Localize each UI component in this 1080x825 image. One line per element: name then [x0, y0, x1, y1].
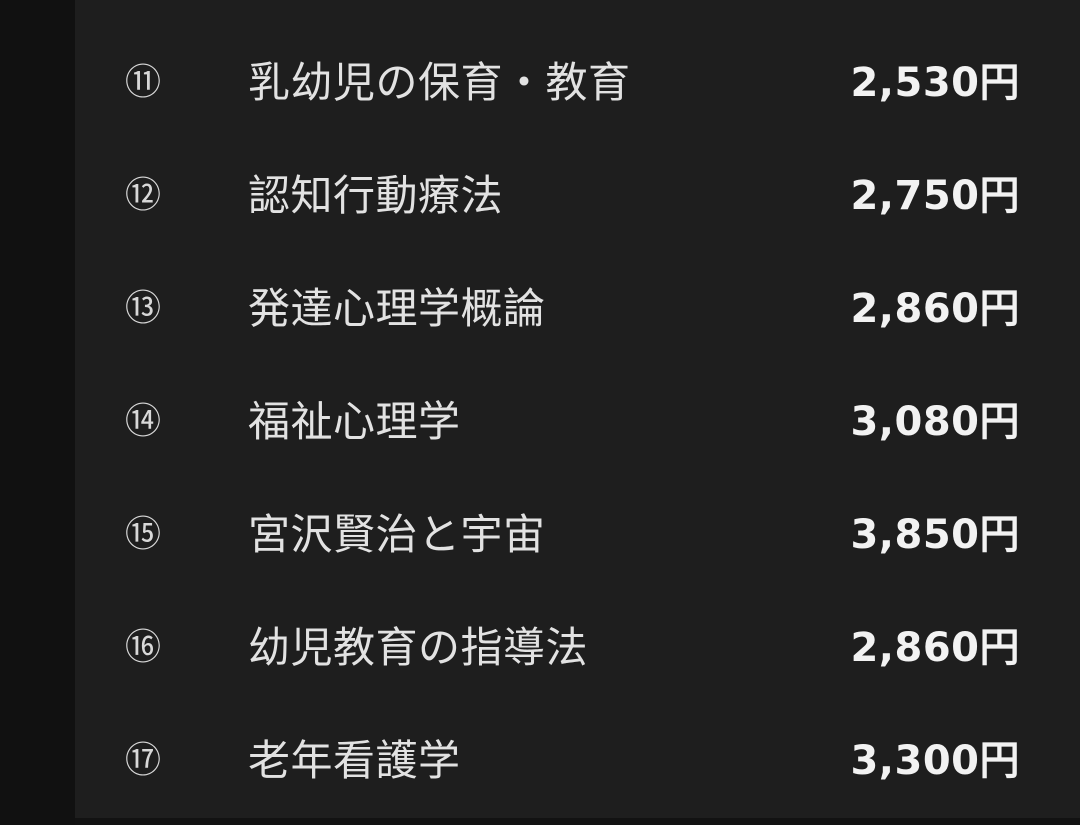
book-price: 3,850円 [850, 511, 1020, 558]
row-index-badge: ⑫ [124, 174, 161, 216]
book-price: 2,530円 [850, 59, 1020, 106]
book-title: 福祉心理学 [248, 396, 461, 446]
book-price: 2,860円 [850, 285, 1020, 332]
book-title: 老年看護学 [248, 735, 461, 785]
book-row[interactable]: ⑯ 幼児教育の指導法 2,860円 [75, 591, 1080, 704]
row-index-badge: ⑪ [124, 61, 161, 103]
book-title: 幼児教育の指導法 [248, 622, 589, 672]
row-index-badge: ⑮ [124, 513, 161, 555]
book-row[interactable]: ⑬ 発達心理学概論 2,860円 [75, 252, 1080, 365]
left-gutter [0, 0, 75, 825]
content-panel: ⑪ 乳幼児の保育・教育 2,530円 ⑫ 認知行動療法 2,750円 ⑬ 発達心理学概論 2,8… [75, 0, 1080, 818]
book-price: 3,300円 [850, 737, 1020, 784]
book-title: 宮沢賢治と宇宙 [248, 509, 546, 559]
book-row[interactable]: ⑮ 宮沢賢治と宇宙 3,850円 [75, 478, 1080, 591]
book-title: 乳幼児の保育・教育 [248, 57, 631, 107]
book-price: 3,080円 [850, 398, 1020, 445]
row-index-badge: ⑭ [124, 400, 161, 442]
bottom-strip [75, 818, 1080, 825]
book-title: 認知行動療法 [248, 170, 504, 220]
book-row[interactable]: ⑪ 乳幼児の保育・教育 2,530円 [75, 26, 1080, 139]
book-price: 2,750円 [850, 172, 1020, 219]
book-row[interactable]: ⑫ 認知行動療法 2,750円 [75, 139, 1080, 252]
row-index-badge: ⑰ [124, 739, 161, 781]
book-list: ⑪ 乳幼児の保育・教育 2,530円 ⑫ 認知行動療法 2,750円 ⑬ 発達心理学概論 2,8… [75, 0, 1080, 818]
row-index-badge: ⑬ [124, 287, 161, 329]
book-row[interactable]: ⑭ 福祉心理学 3,080円 [75, 365, 1080, 478]
book-title: 発達心理学概論 [248, 283, 546, 333]
book-row[interactable]: ⑰ 老年看護学 3,300円 [75, 704, 1080, 817]
book-price: 2,860円 [850, 624, 1020, 671]
row-index-badge: ⑯ [124, 626, 161, 668]
